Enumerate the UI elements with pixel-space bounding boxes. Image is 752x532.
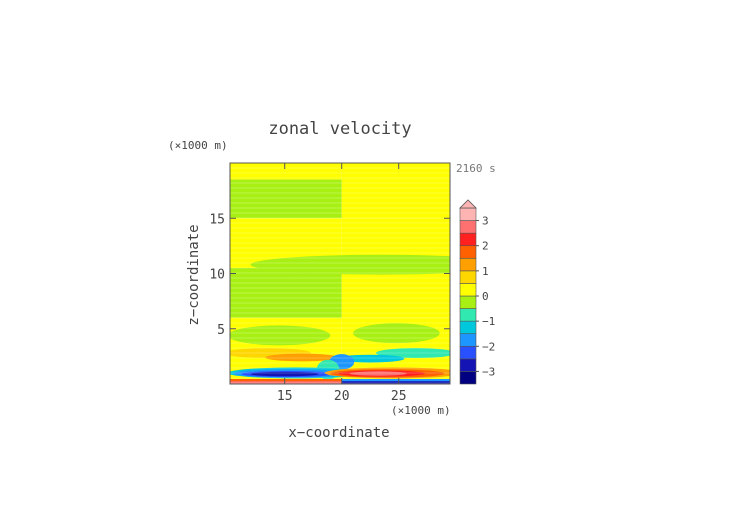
colorbar-segment <box>459 220 477 234</box>
contour-band <box>341 179 450 219</box>
contour-region <box>353 323 440 344</box>
contour-region <box>349 371 407 376</box>
contour-band <box>230 163 342 180</box>
colorbar-tick-label: 2 <box>482 240 489 253</box>
contour-region <box>250 371 319 377</box>
colorbar-segment <box>459 320 477 335</box>
contour-band <box>230 179 342 219</box>
colorbar-extend-arrow <box>459 199 477 209</box>
colorbar-tick-label: −1 <box>482 315 495 328</box>
time-label: 2160 s <box>456 162 496 175</box>
chart-title: zonal velocity <box>268 119 411 139</box>
contour-band <box>341 267 450 318</box>
y-tick-label: 5 <box>217 323 225 338</box>
colorbar-segment <box>459 358 477 372</box>
contour-region <box>250 254 450 275</box>
colorbar: −3 −2 −1 0 1 2 3 <box>459 199 495 385</box>
colorbar-segment <box>459 207 477 221</box>
colorbar-tick-label: −3 <box>482 365 495 378</box>
colorbar-segment <box>459 257 477 272</box>
x-tick-label: 15 <box>277 389 293 404</box>
contour-field <box>230 163 450 384</box>
colorbar-tick-label: 1 <box>482 265 489 278</box>
contour-band <box>230 267 342 318</box>
colorbar-segment <box>459 371 477 385</box>
y-tick-label: 15 <box>209 212 225 227</box>
x-tick-label: 25 <box>391 389 407 404</box>
colorbar-tick-label: 0 <box>482 290 489 303</box>
y-tick-label: 10 <box>209 268 225 283</box>
x-axis-label: x−coordinate <box>288 425 389 441</box>
colorbar-segment <box>459 295 477 309</box>
y-axis-unit: (×1000 m) <box>168 139 228 152</box>
colorbar-segment <box>459 308 477 322</box>
x-tick-label: 20 <box>334 389 350 404</box>
colorbar-tick-label: −2 <box>482 340 495 353</box>
colorbar-segment <box>459 283 477 297</box>
colorbar-segment <box>459 345 477 360</box>
contour-region <box>230 381 342 384</box>
contour-region <box>375 348 450 359</box>
contour-region <box>341 381 450 384</box>
contour-region <box>265 353 339 362</box>
grid-lines <box>230 167 450 384</box>
contour-band <box>341 163 450 180</box>
colorbar-segment <box>459 245 477 259</box>
colorbar-tick-label: 3 <box>482 215 489 228</box>
contour-region <box>230 325 331 346</box>
colorbar-segment <box>459 333 477 347</box>
colorbar-segment <box>459 270 477 284</box>
y-axis-ticks: 5 10 15 <box>209 212 450 338</box>
colorbar-segment <box>459 232 477 247</box>
x-axis-ticks: 15 20 25 <box>277 163 407 404</box>
x-axis-unit: (×1000 m) <box>391 404 451 417</box>
y-axis-label: z−coordinate <box>186 224 202 325</box>
